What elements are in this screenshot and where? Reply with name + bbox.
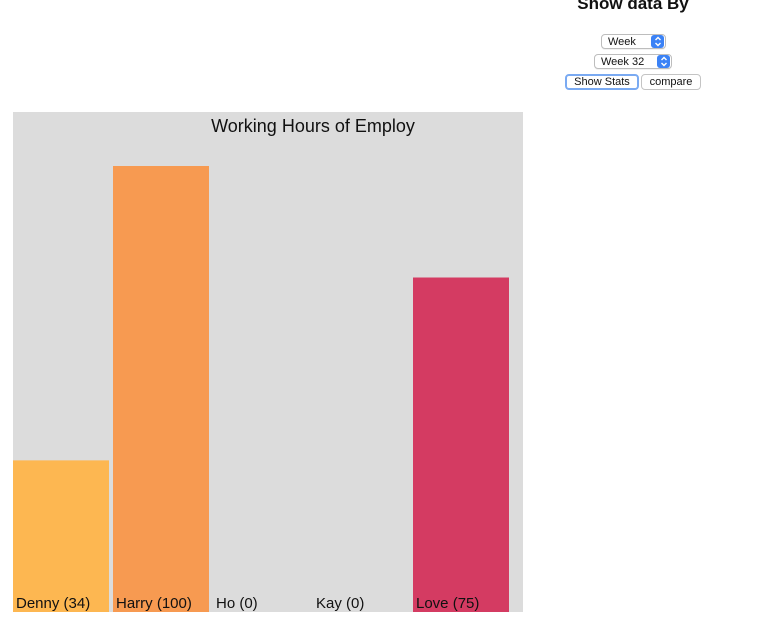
controls-panel: Show data By Week Week 32 Show Stats com… bbox=[545, 0, 721, 90]
period-type-select[interactable]: Week bbox=[601, 34, 666, 49]
chevron-updown-icon bbox=[651, 35, 664, 48]
tick-label-denny: Denny (34) bbox=[16, 595, 90, 612]
controls-title: Show data By bbox=[577, 0, 689, 13]
bar-harry bbox=[113, 166, 209, 612]
tick-label-harry: Harry (100) bbox=[116, 595, 192, 612]
chart-container: Working Hours of Employ Denny (34) Harry … bbox=[13, 112, 523, 612]
bar-denny bbox=[13, 460, 109, 612]
period-value: Week 32 bbox=[601, 55, 645, 68]
tick-label-love: Love (75) bbox=[416, 595, 479, 612]
tick-label-ho: Ho (0) bbox=[216, 595, 258, 612]
tick-label-kay: Kay (0) bbox=[316, 595, 364, 612]
period-type-value: Week bbox=[608, 35, 636, 48]
bar-love bbox=[413, 277, 509, 612]
chart-title: Working Hours of Employ bbox=[211, 116, 415, 136]
bars-group bbox=[13, 166, 509, 612]
bar-chart: Working Hours of Employ Denny (34) Harry … bbox=[13, 112, 523, 612]
show-stats-button[interactable]: Show Stats bbox=[565, 74, 639, 90]
labels-group: Denny (34) Harry (100) Ho (0) Kay (0) Love (… bbox=[16, 595, 479, 612]
chevron-updown-icon bbox=[657, 55, 670, 68]
compare-button[interactable]: compare bbox=[641, 74, 701, 90]
period-value-select[interactable]: Week 32 bbox=[594, 54, 672, 69]
